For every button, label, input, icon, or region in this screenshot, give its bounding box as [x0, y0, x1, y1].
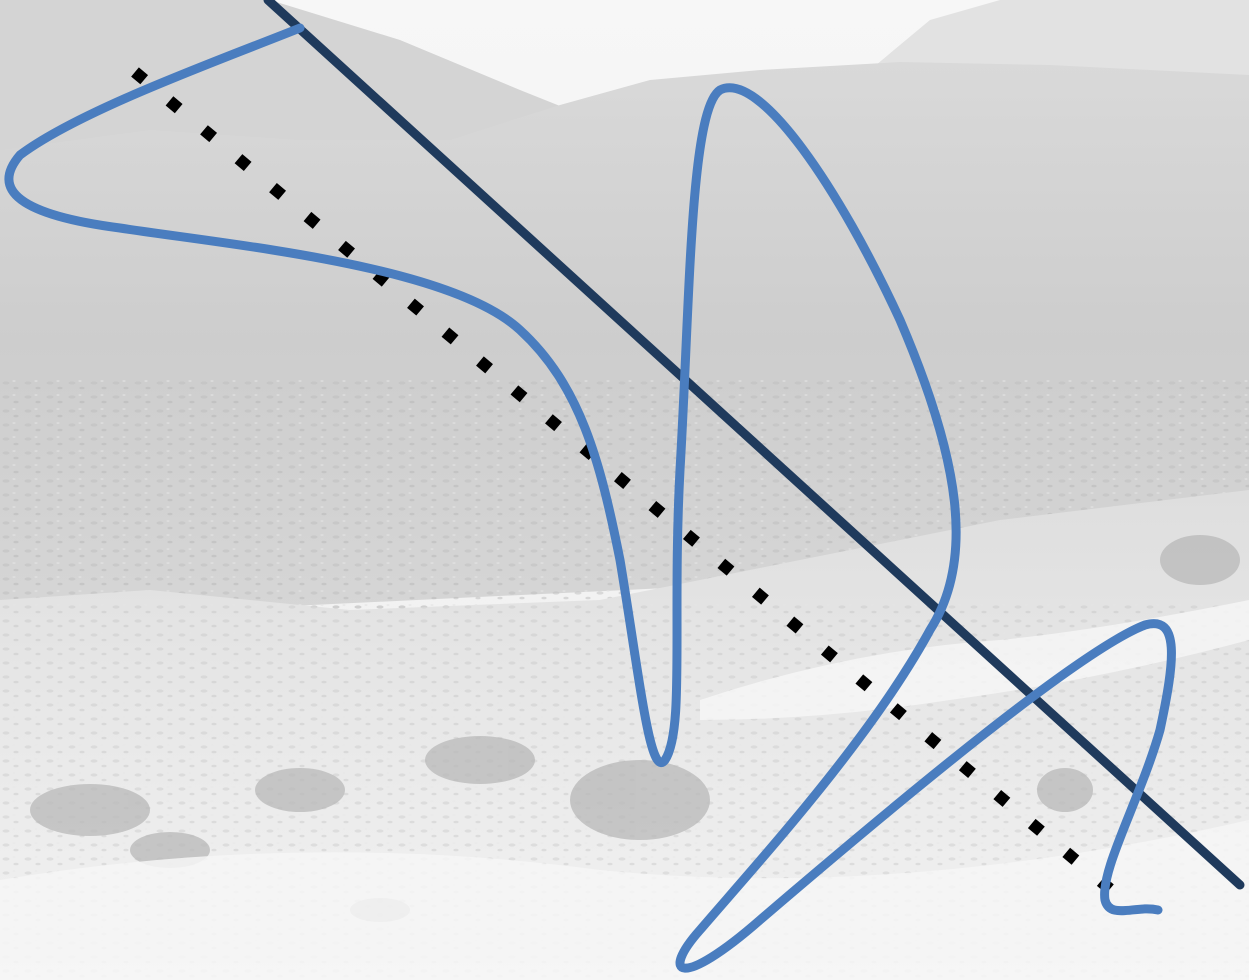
wavy-curve-stroke [4, 23, 1176, 973]
dotted-line-stroke [131, 67, 1139, 915]
snow-streaks [0, 600, 1249, 980]
boulders [30, 535, 1240, 922]
straight-line-stroke [263, 0, 1245, 890]
